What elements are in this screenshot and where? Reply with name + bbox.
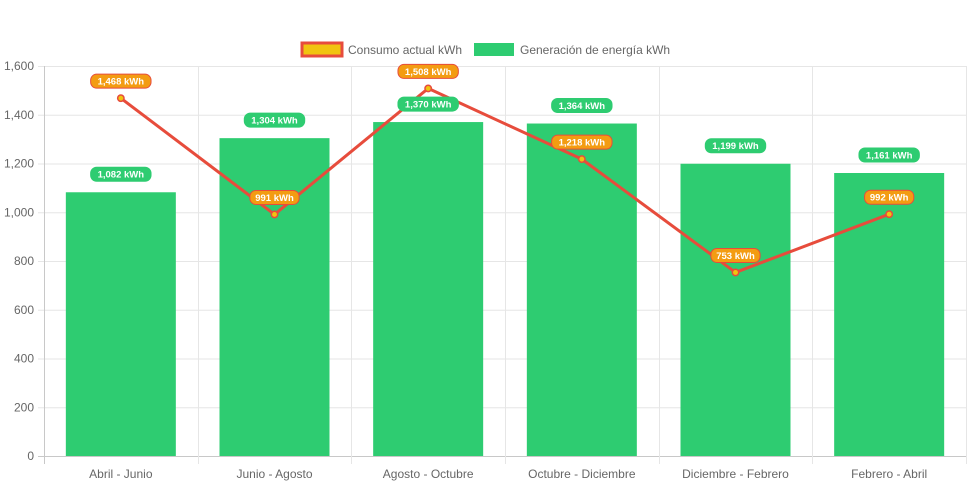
y-tick-label: 800	[14, 254, 34, 268]
x-axis: Abril - Junio Junio - Agosto Agosto - Octu…	[89, 467, 927, 481]
data-label-text: 1,199 kWh	[712, 141, 759, 152]
x-tick-label: Junio - Agosto	[236, 467, 312, 481]
line-point[interactable]	[731, 268, 740, 277]
line-data-label: 1,468 kWh	[90, 73, 152, 89]
x-tick-label: Agosto - Octubre	[383, 467, 474, 481]
data-label-text: 1,364 kWh	[559, 101, 606, 112]
bar[interactable]	[373, 122, 484, 456]
data-label-background	[243, 112, 306, 128]
legend-item-consumo[interactable]: Consumo actual kWh	[300, 41, 462, 58]
line-point[interactable]	[116, 94, 125, 103]
data-label-text: 992 kWh	[870, 193, 909, 204]
bar-series	[65, 122, 945, 457]
bar-data-label: 1,161 kWh	[858, 147, 920, 163]
line-data-labels: 1,468 kWh 991 kWh 1,508 kWh 1,218 kWh 753 kW…	[90, 63, 915, 263]
y-tick-label: 0	[27, 449, 34, 463]
x-tick-label: Febrero - Abril	[851, 467, 927, 481]
data-label-background	[858, 147, 920, 163]
bar-data-label: 1,199 kWh	[704, 138, 767, 154]
data-label-background	[710, 247, 761, 263]
data-label-text: 753 kWh	[716, 251, 755, 262]
bar[interactable]	[65, 192, 176, 456]
legend-label-consumo: Consumo actual kWh	[348, 43, 462, 57]
legend-swatch-generacion	[474, 43, 514, 56]
bar-data-labels: 1,082 kWh 1,304 kWh 1,370 kWh 1,364 kWh 1,19…	[90, 96, 920, 182]
data-label-background	[90, 73, 152, 89]
line-data-label: 753 kWh	[710, 247, 761, 263]
legend-swatch-consumo	[300, 41, 344, 58]
line-point[interactable]	[270, 210, 279, 219]
line-data-label: 1,218 kWh	[551, 134, 613, 150]
data-label-text: 991 kWh	[255, 193, 294, 204]
y-axis: 0 200 400 600 800 1,000 1,200 1,400 1,600	[4, 59, 34, 463]
y-tick-label: 1,200	[4, 157, 34, 171]
bar[interactable]	[526, 123, 637, 457]
data-label-background	[397, 96, 459, 112]
legend[interactable]: Consumo actual kWh Generación de energía…	[300, 41, 670, 58]
line-data-label: 991 kWh	[249, 189, 300, 205]
data-label-text: 1,161 kWh	[866, 150, 913, 161]
x-tick-label: Diciembre - Febrero	[682, 467, 789, 481]
bar-data-label: 1,304 kWh	[243, 112, 306, 128]
bar-data-label: 1,370 kWh	[397, 96, 459, 112]
data-label-text: 1,508 kWh	[405, 67, 452, 78]
line-data-label: 1,508 kWh	[397, 63, 459, 79]
data-label-text: 1,082 kWh	[98, 170, 145, 181]
bar[interactable]	[680, 163, 791, 456]
data-label-background	[864, 189, 915, 205]
x-tick-label: Abril - Junio	[89, 467, 153, 481]
y-tick-label: 1,400	[4, 108, 34, 122]
data-label-background	[551, 134, 613, 150]
y-tick-label: 200	[14, 400, 34, 414]
data-label-background	[551, 98, 613, 114]
data-label-background	[249, 189, 300, 205]
y-tick-label: 1,000	[4, 205, 34, 219]
line-point[interactable]	[885, 210, 894, 219]
line-point[interactable]	[424, 84, 433, 93]
data-label-background	[90, 166, 152, 182]
bar-data-label: 1,364 kWh	[551, 98, 613, 114]
data-label-background	[704, 138, 767, 154]
line-point[interactable]	[577, 155, 586, 164]
y-tick-label: 1,600	[4, 59, 34, 73]
y-tick-label: 400	[14, 352, 34, 366]
line-series	[116, 84, 894, 277]
line-data-label: 992 kWh	[864, 189, 915, 205]
data-label-background	[397, 63, 459, 79]
gridlines	[38, 66, 967, 464]
legend-item-generacion[interactable]: Generación de energía kWh	[474, 43, 670, 57]
data-label-text: 1,218 kWh	[559, 138, 606, 149]
bar[interactable]	[834, 173, 945, 456]
y-tick-label: 600	[14, 303, 34, 317]
bar-data-label: 1,082 kWh	[90, 166, 152, 182]
data-label-text: 1,304 kWh	[251, 116, 298, 127]
data-label-text: 1,370 kWh	[405, 99, 452, 110]
x-tick-label: Octubre - Diciembre	[528, 467, 636, 481]
legend-label-generacion: Generación de energía kWh	[520, 43, 670, 57]
data-label-text: 1,468 kWh	[98, 77, 145, 88]
line-path	[119, 86, 890, 274]
